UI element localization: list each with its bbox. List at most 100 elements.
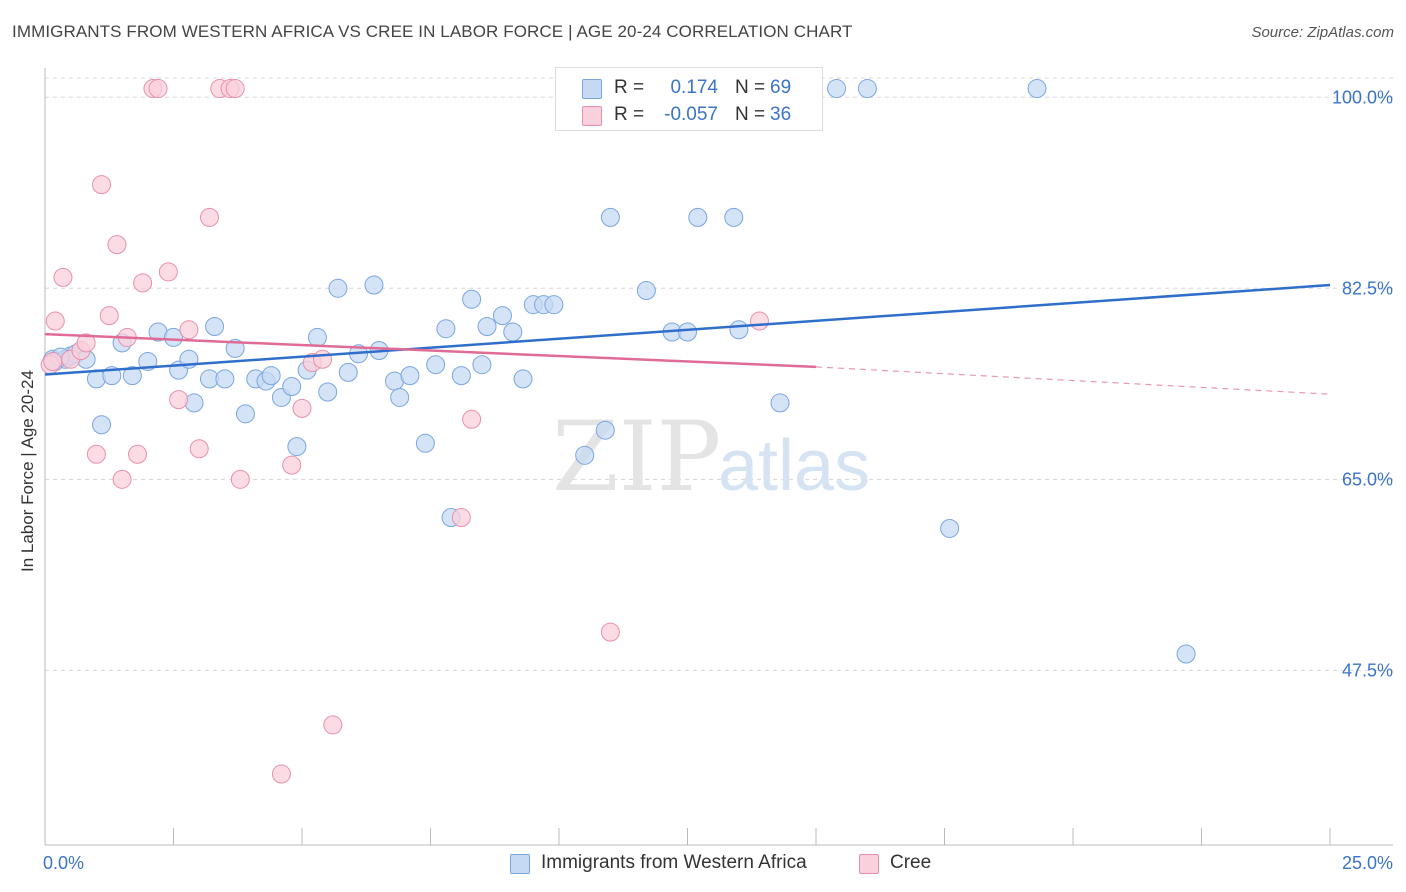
data-point-cree: [128, 444, 148, 464]
data-point-cree: [133, 273, 153, 293]
points-layer: [40, 79, 1196, 784]
x-tick-label: 25.0%: [1342, 853, 1393, 873]
data-point-western-africa: [436, 319, 456, 339]
data-point-western-africa: [92, 415, 112, 435]
data-point-western-africa: [451, 366, 471, 386]
data-point-western-africa: [940, 518, 960, 538]
data-point-western-africa: [729, 320, 749, 340]
data-point-cree: [225, 79, 245, 99]
data-point-western-africa: [164, 327, 183, 347]
data-point-cree: [148, 79, 168, 99]
data-point-cree: [462, 409, 482, 429]
legend-n-label: N =: [735, 77, 766, 98]
data-point-western-africa: [503, 322, 523, 342]
data-point-western-africa: [338, 362, 358, 382]
data-point-western-africa: [364, 275, 384, 295]
legend-r-label: R =: [614, 77, 645, 98]
data-point-western-africa: [595, 420, 615, 440]
data-point-western-africa: [184, 393, 204, 413]
data-point-cree: [189, 439, 209, 459]
data-point-western-africa: [827, 79, 847, 99]
data-point-western-africa: [318, 382, 338, 402]
data-point-western-africa: [225, 338, 245, 358]
trend-layer: [44, 283, 1331, 395]
data-point-western-africa: [235, 404, 255, 424]
data-point-cree: [323, 715, 343, 735]
trend-line-western-africa: [44, 283, 1331, 376]
legend-r-value: 0.174: [670, 77, 718, 98]
data-point-western-africa: [415, 433, 435, 453]
data-point-cree: [179, 320, 199, 340]
data-point-western-africa: [1027, 79, 1047, 99]
stats-legend: R = 0.174 N = 69 R = -0.057 N = 36: [555, 67, 823, 131]
data-point-western-africa: [328, 278, 348, 298]
data-point-cree: [292, 398, 312, 418]
data-point-western-africa: [600, 207, 620, 227]
data-point-western-africa: [770, 393, 790, 413]
data-point-western-africa: [678, 322, 697, 342]
data-point-western-africa: [636, 280, 656, 300]
data-point-western-africa: [400, 366, 420, 386]
grid-layer: [45, 77, 1393, 671]
legend-n-label: N =: [735, 104, 766, 125]
data-point-cree: [451, 508, 471, 528]
data-point-cree: [230, 469, 250, 489]
data-point-western-africa: [544, 295, 564, 315]
legend-swatch-pink: [859, 854, 879, 874]
legend-label-cree: Cree: [890, 852, 932, 873]
data-point-western-africa: [282, 377, 302, 397]
y-axis-label: In Labor Force | Age 20-24: [18, 370, 37, 572]
watermark: ZIP atlas: [552, 401, 870, 513]
series-legend: Immigrants from Western Africa Cree: [0, 851, 1406, 877]
chart-title: IMMIGRANTS FROM WESTERN AFRICA VS CREE I…: [12, 22, 853, 41]
data-point-cree: [45, 311, 65, 331]
data-point-western-africa: [1176, 644, 1196, 664]
legend-swatch-blue: [582, 79, 602, 99]
data-point-western-africa: [122, 366, 142, 386]
data-point-cree: [99, 306, 119, 326]
data-point-cree: [86, 444, 106, 464]
legend-swatch-blue: [510, 854, 530, 874]
y-tick-label: 100.0%: [1332, 87, 1393, 107]
tick-label-layer: 100.0% 82.5% 65.0% 47.5% 0.0% 25.0%: [43, 87, 1393, 873]
data-point-cree: [53, 267, 73, 287]
legend-label-western-africa: Immigrants from Western Africa: [541, 852, 807, 873]
data-point-cree: [169, 390, 189, 410]
data-point-cree: [92, 175, 112, 195]
data-point-cree: [112, 469, 132, 489]
data-point-western-africa: [462, 289, 482, 309]
y-tick-label: 47.5%: [1342, 660, 1393, 680]
data-point-western-africa: [472, 355, 492, 375]
data-point-cree: [749, 311, 769, 331]
legend-swatch-pink: [582, 106, 602, 126]
data-point-western-africa: [575, 445, 595, 465]
data-point-cree: [43, 351, 63, 371]
data-point-western-africa: [857, 79, 877, 99]
data-point-western-africa: [724, 207, 744, 227]
data-point-western-africa: [215, 369, 235, 389]
trend-line-cree: [44, 332, 817, 369]
data-point-cree: [600, 622, 620, 642]
data-point-western-africa: [426, 355, 446, 375]
legend-n-value: 36: [770, 104, 792, 125]
legend-r-label: R =: [614, 104, 645, 125]
data-point-western-africa: [261, 366, 281, 386]
data-point-cree: [76, 333, 96, 353]
legend-row-pink: R = -0.057 N = 36: [556, 102, 822, 128]
data-point-western-africa: [287, 437, 307, 457]
legend-r-value: -0.057: [664, 104, 718, 125]
data-point-western-africa: [307, 327, 327, 347]
y-tick-label: 65.0%: [1342, 469, 1393, 489]
x-tick-label: 0.0%: [43, 853, 84, 873]
data-point-cree: [107, 235, 127, 255]
axis-layer: [44, 68, 1393, 846]
data-point-cree: [271, 764, 291, 784]
trend-line-cree-extrapolated: [815, 366, 1331, 395]
data-point-western-africa: [390, 387, 410, 407]
y-tick-label: 82.5%: [1342, 278, 1393, 298]
data-point-western-africa: [477, 317, 497, 337]
source-label: Source: ZipAtlas.com: [1251, 24, 1394, 41]
data-point-cree: [282, 455, 302, 475]
legend-n-value: 69: [770, 77, 792, 98]
